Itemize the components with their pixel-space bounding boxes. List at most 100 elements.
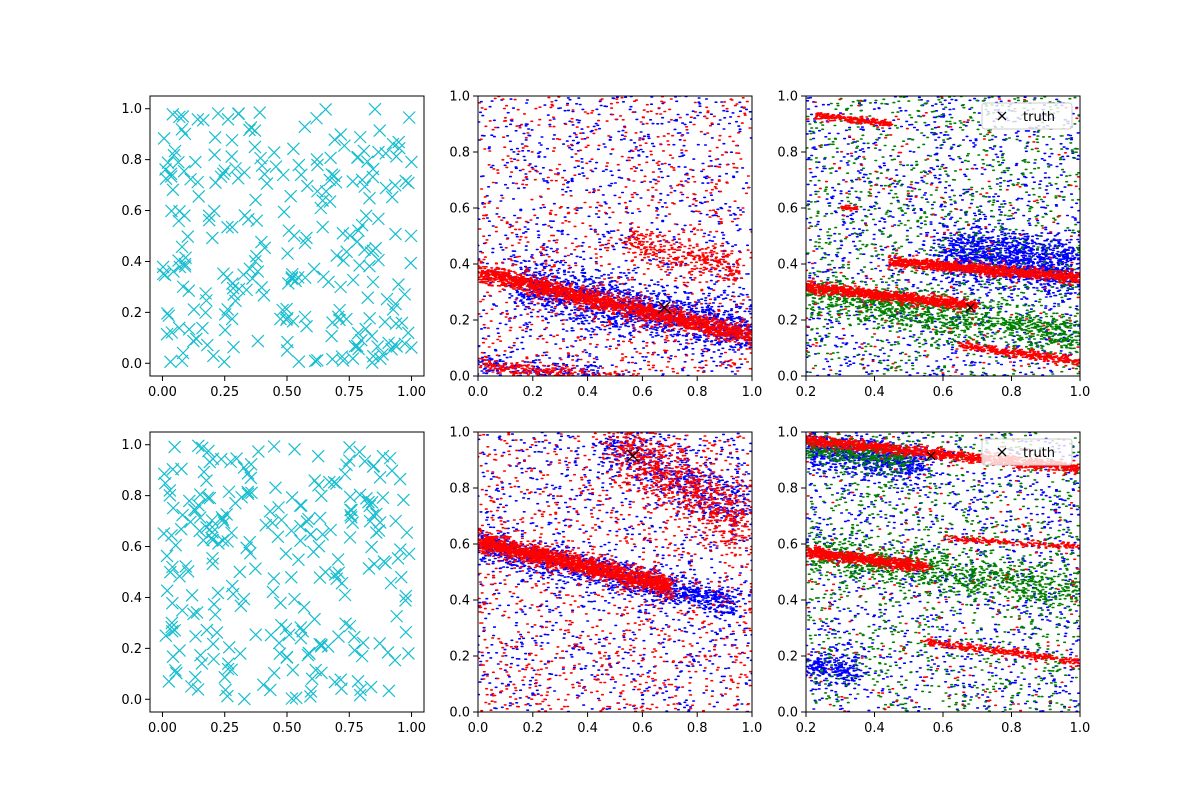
sample-point xyxy=(167,265,180,278)
x-tick-label: 1.00 xyxy=(397,721,426,736)
legend-box xyxy=(981,102,1073,130)
x-tick-label: 0.75 xyxy=(335,385,364,400)
sample-point xyxy=(292,355,306,369)
sample-point xyxy=(281,277,295,290)
sample-point xyxy=(165,624,179,638)
sample-point xyxy=(355,173,369,187)
y-tick-label: 1.0 xyxy=(449,426,470,441)
sample-point xyxy=(243,546,257,560)
axes-frame xyxy=(477,95,753,377)
y-tick-label: 0.4 xyxy=(777,594,798,609)
sample-point xyxy=(217,267,230,281)
truth-marker xyxy=(657,300,671,314)
sample-point xyxy=(226,281,240,295)
sample-point xyxy=(311,449,325,463)
sample-point xyxy=(157,527,171,540)
sample-point xyxy=(346,273,360,287)
sample-point xyxy=(354,333,368,347)
sample-point xyxy=(350,339,364,353)
sample-point xyxy=(175,462,188,476)
y-tick-label: 0.2 xyxy=(777,314,798,329)
sample-point xyxy=(193,524,207,538)
x-tick-label: 0.6 xyxy=(632,385,653,400)
y-tick-label: 0.0 xyxy=(121,357,142,372)
sample-point xyxy=(158,476,172,490)
sample-point xyxy=(365,329,379,343)
sample-point xyxy=(376,491,390,505)
sample-point xyxy=(312,478,325,492)
sample-point xyxy=(314,201,328,215)
sample-point xyxy=(172,110,186,124)
sample-point xyxy=(237,692,251,706)
sample-point xyxy=(159,163,172,176)
sample-point xyxy=(191,682,205,696)
sample-point xyxy=(238,208,252,222)
sample-point xyxy=(325,352,339,366)
sample-point xyxy=(206,557,220,571)
sample-point xyxy=(254,151,268,165)
sample-point xyxy=(164,355,177,369)
sample-point xyxy=(276,303,290,317)
sample-point xyxy=(294,631,308,645)
sample-point xyxy=(366,275,380,289)
sample-point xyxy=(227,288,241,301)
sample-point xyxy=(205,520,219,534)
sample-point xyxy=(164,167,178,181)
sample-point xyxy=(240,283,254,297)
sample-point xyxy=(222,485,236,499)
sample-point xyxy=(346,516,360,530)
y-tick-label: 0.0 xyxy=(777,706,798,721)
sample-point xyxy=(402,547,416,561)
sample-point xyxy=(355,649,369,663)
sample-point xyxy=(304,527,318,541)
sample-point xyxy=(365,495,379,509)
sample-point xyxy=(307,262,321,276)
x-tick-label: 0.6 xyxy=(632,721,653,736)
sample-point xyxy=(218,164,232,178)
sample-point xyxy=(392,135,406,149)
y-tick-label: 0.8 xyxy=(777,482,798,497)
sample-point xyxy=(294,499,308,512)
sample-point xyxy=(157,132,171,145)
sample-point xyxy=(206,452,220,466)
sample-point xyxy=(258,241,272,255)
points-layer xyxy=(478,432,752,712)
sample-point xyxy=(259,518,273,532)
sample-point xyxy=(274,596,287,610)
panel-bottom-left: 0.00 0.25 0.50 0.75 1.00 0.0 0.2 0.4 0.6 0.8 1.0 xyxy=(121,431,426,736)
sample-point xyxy=(176,346,190,360)
sample-point xyxy=(285,692,299,706)
sample-point xyxy=(353,130,367,144)
sample-point xyxy=(376,347,389,361)
sample-point xyxy=(164,170,178,183)
sample-point xyxy=(294,621,308,634)
sample-point xyxy=(334,128,348,141)
sample-point xyxy=(162,309,176,323)
sample-point xyxy=(243,535,257,549)
truth-marker xyxy=(965,302,975,312)
sample-point xyxy=(300,515,314,529)
sample-point xyxy=(193,511,207,524)
sample-point xyxy=(280,344,294,357)
sample-point xyxy=(207,652,221,666)
x-tick-label: 1.0 xyxy=(1070,385,1091,400)
sample-point xyxy=(381,646,395,659)
sample-point xyxy=(379,146,393,160)
sample-point xyxy=(169,538,183,552)
sample-point xyxy=(292,553,305,567)
sample-point xyxy=(337,139,351,153)
sample-point xyxy=(187,607,200,621)
sample-point xyxy=(397,493,410,507)
sample-point xyxy=(356,636,370,650)
x-tick-label: 0.4 xyxy=(577,721,598,736)
sample-point xyxy=(313,511,327,525)
sample-point xyxy=(363,191,376,205)
x-tick-label: 1.0 xyxy=(742,385,763,400)
sample-point xyxy=(191,439,205,453)
sample-point xyxy=(182,284,196,298)
sample-point xyxy=(255,159,269,173)
sample-point xyxy=(288,442,301,456)
sample-point xyxy=(269,160,283,174)
sample-point xyxy=(230,452,244,466)
